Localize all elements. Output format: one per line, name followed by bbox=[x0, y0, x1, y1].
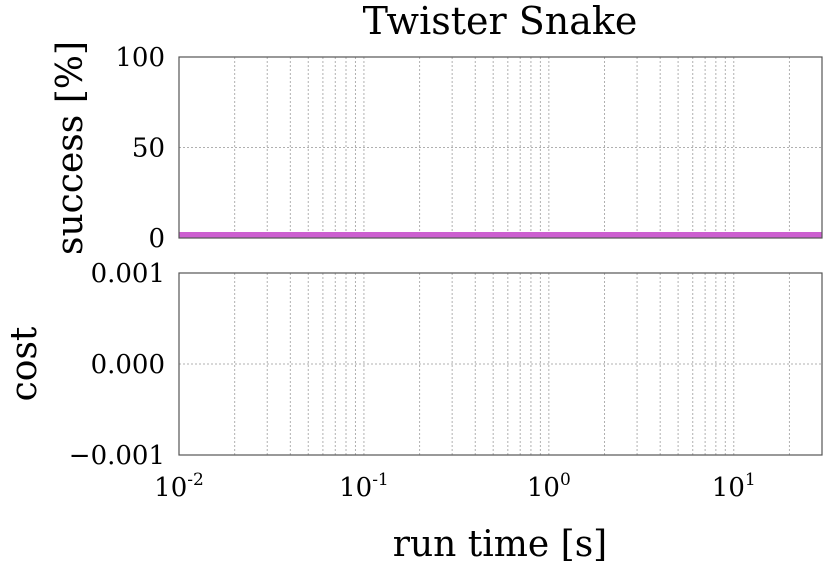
success-ylabel: success [%] bbox=[50, 41, 91, 255]
success-frame bbox=[178, 56, 823, 239]
y-tick-label: −0.001 bbox=[69, 441, 165, 471]
cost-y-ticks: −0.001 0.000 0.001 bbox=[69, 259, 165, 471]
x-tick-label: 101 bbox=[712, 470, 756, 503]
chart-title: Twister Snake bbox=[363, 0, 638, 43]
y-tick-label: 100 bbox=[115, 43, 165, 73]
y-tick-label: 0 bbox=[148, 224, 165, 254]
x-tick-label: 10-1 bbox=[339, 470, 389, 503]
y-tick-label: 0.001 bbox=[91, 259, 165, 289]
x-tick-label: 10-2 bbox=[154, 470, 204, 503]
y-tick-label: 0.000 bbox=[91, 350, 165, 380]
y-tick-label: 50 bbox=[132, 134, 165, 164]
success-grid bbox=[179, 57, 822, 238]
x-ticks: 10-2 10-1 100 101 bbox=[154, 470, 756, 503]
success-panel: 0 50 100 success [%] bbox=[50, 41, 823, 255]
x-tick-label: 100 bbox=[527, 470, 571, 503]
cost-ylabel: cost bbox=[4, 326, 45, 401]
cost-panel: −0.001 0.000 0.001 cost bbox=[4, 259, 823, 471]
success-y-ticks: 0 50 100 bbox=[115, 43, 165, 254]
x-axis-label: run time [s] bbox=[393, 524, 607, 565]
cost-frame bbox=[178, 272, 823, 456]
cost-grid bbox=[179, 273, 822, 455]
